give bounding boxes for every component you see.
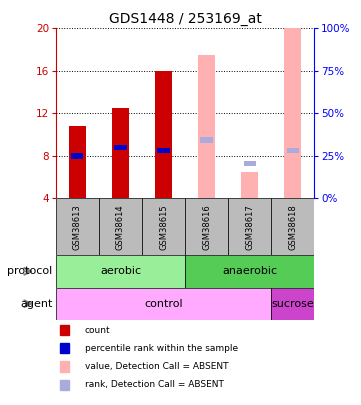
Bar (56, 288, 271, 320)
Bar (157, 148, 170, 153)
Text: sucrose: sucrose (271, 299, 314, 309)
Bar (56, 198, 99, 255)
Bar (185, 198, 228, 255)
Text: GSM38618: GSM38618 (288, 204, 297, 249)
Text: GSM38616: GSM38616 (202, 204, 211, 249)
Bar (198, 55, 215, 198)
Text: control: control (144, 299, 183, 309)
Text: GSM38613: GSM38613 (73, 204, 82, 249)
Text: count: count (85, 326, 110, 335)
Bar (244, 161, 256, 166)
Bar (284, 28, 301, 198)
Bar (155, 71, 172, 198)
Text: protocol: protocol (7, 266, 52, 276)
Bar (185, 255, 314, 288)
Bar (114, 145, 126, 150)
Text: GSM38615: GSM38615 (159, 204, 168, 249)
Text: anaerobic: anaerobic (222, 266, 277, 276)
Bar (69, 126, 86, 198)
Bar (271, 288, 314, 320)
Text: percentile rank within the sample: percentile rank within the sample (85, 344, 238, 353)
Bar (271, 198, 314, 255)
Bar (99, 198, 142, 255)
Bar (56, 255, 185, 288)
Bar (112, 108, 129, 198)
Bar (200, 137, 213, 143)
Bar (241, 172, 258, 198)
Text: rank, Detection Call = ABSENT: rank, Detection Call = ABSENT (85, 380, 224, 389)
Text: GSM38617: GSM38617 (245, 204, 254, 249)
Text: GSM38614: GSM38614 (116, 204, 125, 249)
Bar (71, 153, 83, 159)
Bar (287, 148, 299, 153)
Title: GDS1448 / 253169_at: GDS1448 / 253169_at (109, 12, 261, 26)
Bar (142, 198, 185, 255)
Text: aerobic: aerobic (100, 266, 141, 276)
Text: agent: agent (20, 299, 52, 309)
Bar (228, 198, 271, 255)
Text: value, Detection Call = ABSENT: value, Detection Call = ABSENT (85, 362, 229, 371)
